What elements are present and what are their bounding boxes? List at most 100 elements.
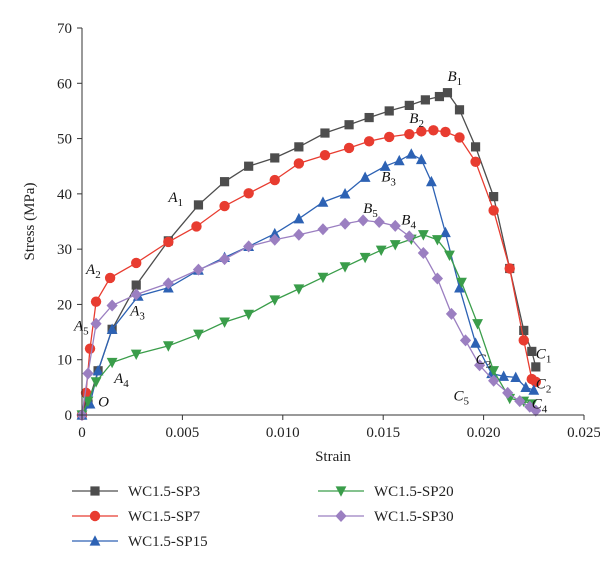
annotation-c2: C2 xyxy=(536,376,552,395)
data-point xyxy=(359,252,371,264)
data-point xyxy=(440,126,451,138)
annotation-a1: A1 xyxy=(167,190,183,209)
data-point xyxy=(191,221,202,232)
data-point xyxy=(459,334,472,347)
annotation-b1: B1 xyxy=(447,69,462,88)
data-point xyxy=(470,142,481,152)
data-point xyxy=(343,142,355,154)
data-point xyxy=(384,131,395,143)
annotation-c5: C5 xyxy=(453,389,469,408)
legend-label: WC1.5-SP3 xyxy=(128,484,200,500)
data-point xyxy=(106,357,118,369)
data-point xyxy=(417,230,429,241)
data-point xyxy=(502,386,514,399)
data-point xyxy=(84,398,96,409)
data-point xyxy=(488,205,499,216)
data-point xyxy=(269,233,281,246)
data-point xyxy=(269,227,281,239)
data-point xyxy=(293,284,305,295)
data-point xyxy=(470,156,481,167)
data-point xyxy=(82,367,94,380)
series-wc1-5-sp7 xyxy=(76,125,542,421)
data-point xyxy=(375,245,387,257)
legend-label: WC1.5-SP7 xyxy=(128,509,201,525)
data-point xyxy=(498,370,510,381)
data-point xyxy=(319,149,331,161)
legend-marker xyxy=(90,486,100,496)
y-tick-label: 50 xyxy=(57,132,72,148)
data-point xyxy=(488,366,500,377)
legend-marker xyxy=(89,510,101,522)
series-line xyxy=(81,129,537,416)
data-point xyxy=(530,376,542,388)
data-point xyxy=(104,272,116,284)
data-point xyxy=(357,214,369,227)
data-point xyxy=(293,228,305,241)
data-point xyxy=(454,282,465,293)
data-point xyxy=(434,91,445,102)
data-point xyxy=(454,105,465,115)
annotation-b3: B3 xyxy=(381,170,396,189)
axes: 0 0.005 0.010 0.015 0.020 0.025 0 10 20 30 40 50 60 7… xyxy=(57,21,600,441)
data-point xyxy=(364,112,374,123)
data-point xyxy=(344,120,354,130)
data-point xyxy=(294,142,304,152)
data-point xyxy=(442,88,453,98)
data-point xyxy=(363,136,375,147)
data-point xyxy=(339,217,351,230)
data-point xyxy=(90,317,102,330)
data-point xyxy=(403,230,415,243)
x-tick-label: 0.020 xyxy=(467,425,501,441)
legend-item: WC1.5-SP15 xyxy=(72,534,208,550)
data-point xyxy=(243,309,255,321)
x-axis-title: Strain xyxy=(315,449,351,465)
data-point xyxy=(428,125,439,136)
data-point xyxy=(243,240,255,253)
data-point xyxy=(473,359,486,372)
data-point xyxy=(92,364,104,376)
x-tick-label: 0.005 xyxy=(166,425,200,441)
legend-item: WC1.5-SP20 xyxy=(318,484,454,500)
data-point xyxy=(519,325,529,336)
legend: WC1.5-SP3 WC1.5-SP7 WC1.5-SP15 WC1.5-SP20 WC… xyxy=(72,484,454,550)
data-point xyxy=(514,395,526,408)
series-wc1-5-sp20 xyxy=(76,230,538,421)
legend-marker xyxy=(335,486,347,497)
legend-item: WC1.5-SP3 xyxy=(72,484,200,500)
data-point xyxy=(425,175,437,187)
x-tick-label: 0.025 xyxy=(567,425,600,441)
data-point xyxy=(317,196,329,207)
legend-marker xyxy=(335,510,347,522)
annotation-a5: A5 xyxy=(73,318,89,337)
annotation-a3: A3 xyxy=(129,303,145,322)
data-point xyxy=(192,263,205,276)
legend-item: WC1.5-SP7 xyxy=(72,509,201,525)
data-point xyxy=(293,158,305,169)
data-point xyxy=(244,161,254,171)
data-point xyxy=(131,257,142,269)
data-point xyxy=(389,240,401,251)
y-tick-label: 40 xyxy=(57,187,72,203)
series-wc1-5-sp30 xyxy=(76,214,542,421)
data-point xyxy=(320,128,330,138)
data-point xyxy=(530,404,542,417)
data-point xyxy=(518,335,529,346)
data-point xyxy=(218,253,231,266)
data-point xyxy=(417,247,429,260)
data-point xyxy=(389,219,401,232)
data-point xyxy=(293,212,305,224)
data-point xyxy=(317,223,329,236)
data-point xyxy=(84,343,96,354)
data-point xyxy=(404,100,414,110)
data-point xyxy=(404,128,415,140)
data-point xyxy=(193,329,204,341)
data-point xyxy=(269,295,281,306)
annotation-b4: B4 xyxy=(401,212,416,231)
data-point xyxy=(219,200,230,212)
data-point xyxy=(339,262,351,273)
series-layer xyxy=(76,88,542,421)
data-point xyxy=(317,272,329,284)
data-point xyxy=(162,277,174,290)
data-point xyxy=(373,216,385,229)
